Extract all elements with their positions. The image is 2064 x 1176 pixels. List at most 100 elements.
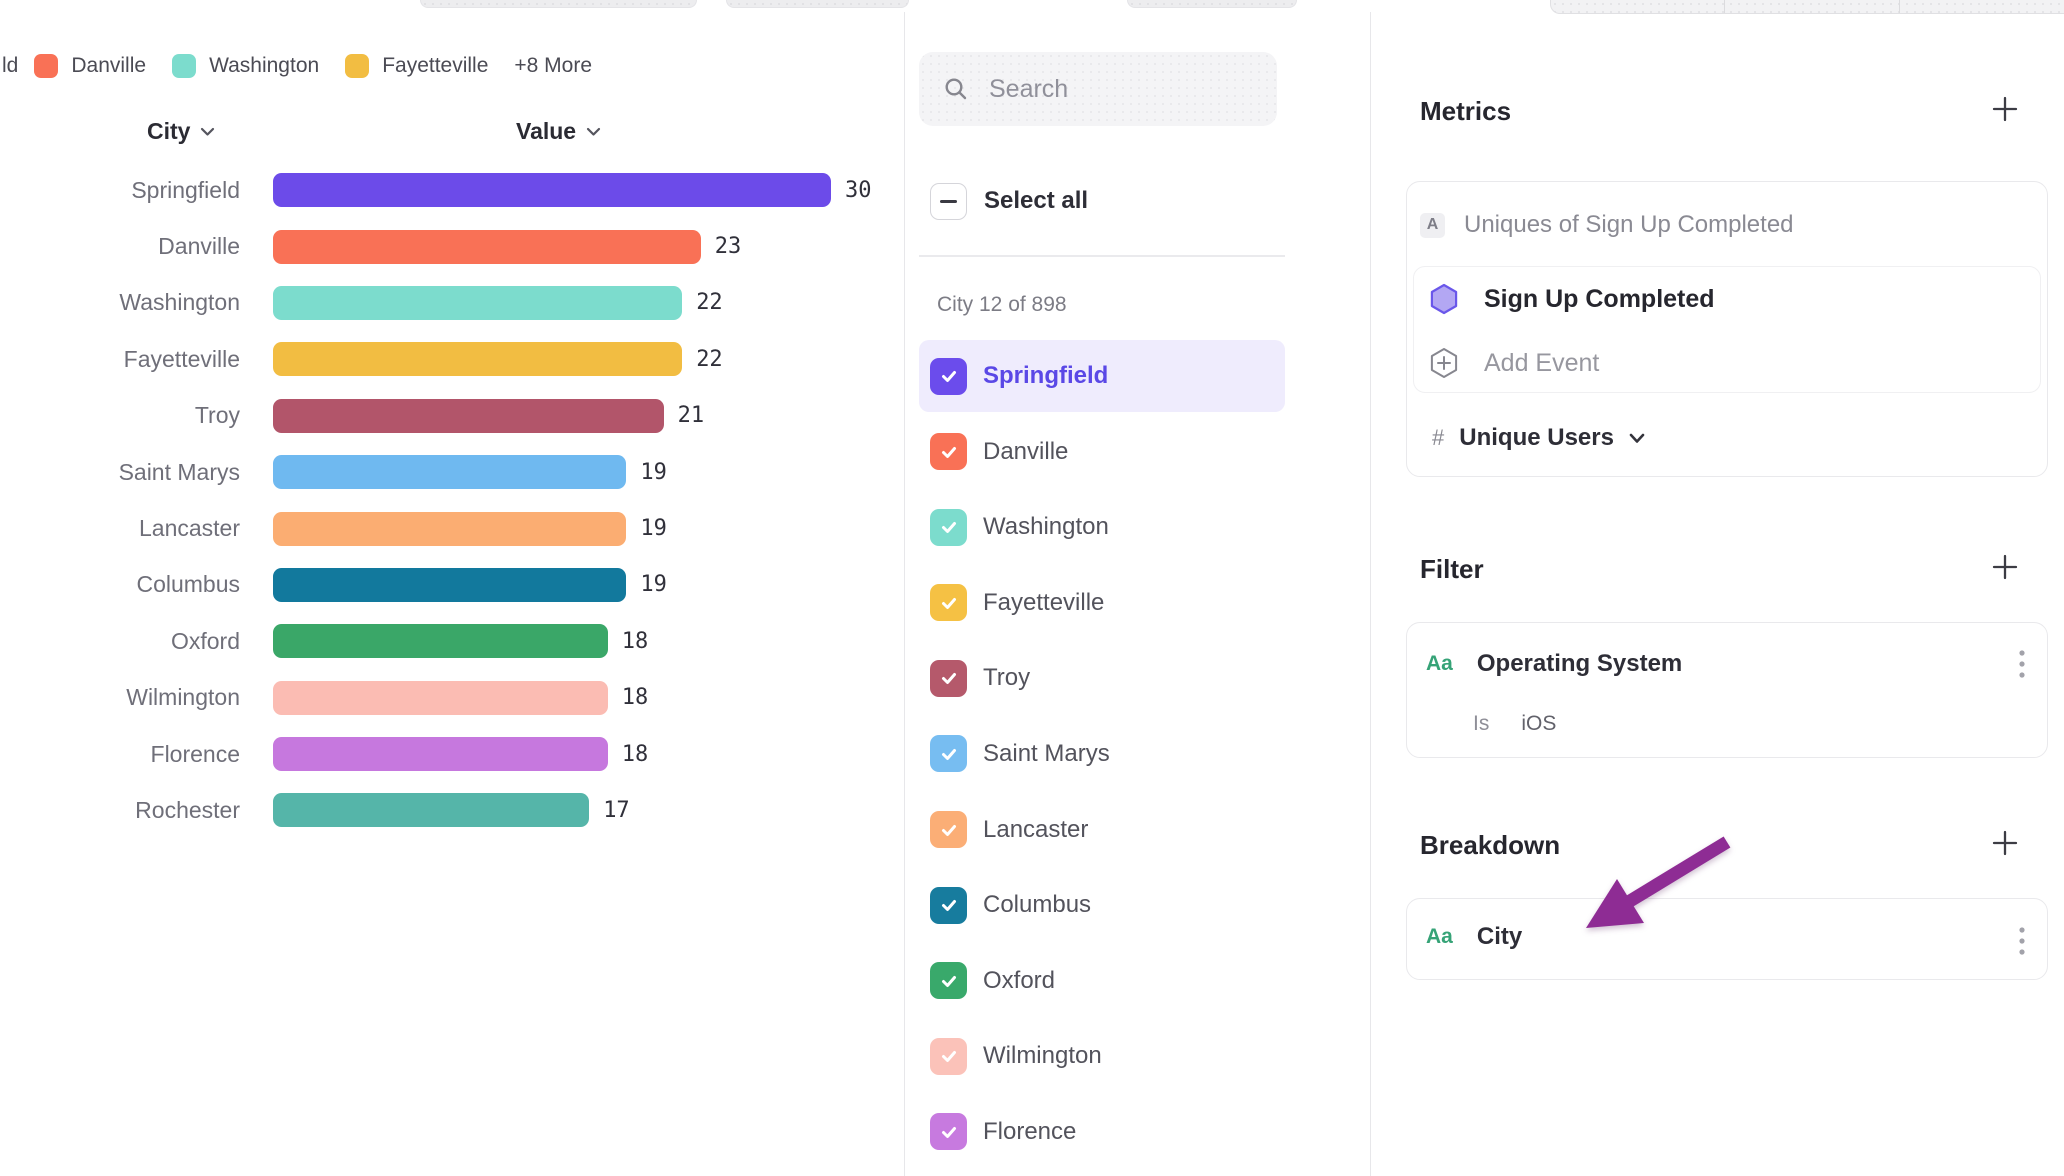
- search-input[interactable]: [987, 73, 1261, 105]
- add-event-row[interactable]: Add Event: [1429, 347, 1599, 379]
- panel-divider: [904, 12, 905, 1176]
- chevron-down-icon: [1629, 433, 1645, 443]
- chart-row: Rochester 17: [0, 782, 904, 838]
- select-all-label: Select all: [984, 187, 1089, 214]
- metric-summary-label: Uniques of Sign Up Completed: [1464, 211, 1794, 238]
- metric-summary-row[interactable]: A Uniques of Sign Up Completed: [1420, 211, 1794, 239]
- chart-bar-value: 22: [696, 290, 723, 316]
- city-list-item[interactable]: Washington: [919, 491, 1285, 563]
- city-checkbox[interactable]: [930, 962, 967, 1000]
- city-checkbox[interactable]: [930, 357, 967, 395]
- city-list-item[interactable]: Florence: [919, 1096, 1285, 1168]
- chart-bar[interactable]: [273, 342, 683, 377]
- select-all-row[interactable]: Select all: [919, 164, 1088, 238]
- filter-heading: Filter: [1420, 554, 1484, 584]
- city-list-item[interactable]: Columbus: [919, 869, 1285, 941]
- chart-bar[interactable]: [273, 737, 608, 772]
- chart-bar[interactable]: [273, 455, 627, 490]
- chart-bar[interactable]: [273, 793, 590, 828]
- legend-item[interactable]: Washington: [172, 54, 319, 78]
- legend-item[interactable]: Fayetteville: [345, 54, 488, 78]
- city-list-item-label: Fayetteville: [983, 588, 1105, 616]
- legend-item-label: Fayetteville: [382, 54, 489, 77]
- city-list-item-label: Wilmington: [983, 1042, 1102, 1070]
- legend-item-label: Danville: [71, 54, 147, 77]
- chart-row-label: Rochester: [135, 796, 240, 823]
- check-icon: [941, 1126, 956, 1138]
- chart-bar[interactable]: [273, 624, 608, 659]
- city-list-item[interactable]: Fayetteville: [919, 567, 1285, 639]
- chart-bar[interactable]: [273, 680, 608, 715]
- measurement-label: Unique Users: [1459, 424, 1614, 451]
- chart-bar[interactable]: [273, 511, 627, 546]
- check-icon: [941, 597, 956, 609]
- add-metric-button[interactable]: [1990, 94, 2020, 124]
- toolbar-chip: [420, 0, 697, 8]
- city-list-item[interactable]: Danville: [919, 416, 1285, 488]
- event-hexagon-icon: [1430, 283, 1458, 315]
- breakdown-property-row[interactable]: Aa City: [1426, 923, 1522, 951]
- legend-item[interactable]: Danville: [34, 54, 146, 78]
- chart-row: Washington 22: [0, 275, 904, 331]
- select-all-checkbox[interactable]: [930, 182, 967, 220]
- filter-property-row[interactable]: Aa Operating System: [1426, 650, 1682, 678]
- event-row[interactable]: Sign Up Completed: [1429, 283, 1715, 315]
- city-checkbox[interactable]: [930, 433, 967, 471]
- legend-more-label[interactable]: +8 More: [514, 54, 593, 77]
- city-checkbox[interactable]: [930, 1037, 967, 1075]
- plus-icon: [1992, 554, 2018, 580]
- filter-options-button[interactable]: [2019, 649, 2025, 682]
- filter-card: Aa Operating System Is iOS: [1406, 622, 2048, 758]
- city-list-item[interactable]: Troy: [919, 642, 1285, 714]
- add-breakdown-button[interactable]: [1990, 828, 2020, 858]
- chart-row: Oxford 18: [0, 613, 904, 669]
- city-checkbox[interactable]: [930, 1113, 967, 1151]
- chart-bar[interactable]: [273, 398, 664, 433]
- plus-icon: [1992, 830, 2018, 856]
- chart-bar[interactable]: [273, 285, 683, 320]
- bar-chart: Springfield 30 Danville 23 Washington 22 Fayet…: [0, 162, 904, 839]
- city-list-item[interactable]: Oxford: [919, 945, 1285, 1017]
- search-box[interactable]: [919, 52, 1277, 126]
- chart-bar[interactable]: [273, 229, 701, 264]
- column-header-value[interactable]: Value: [516, 118, 601, 145]
- city-list-item[interactable]: Wilmington: [919, 1020, 1285, 1092]
- kebab-menu-icon: [2019, 927, 2025, 955]
- chart-row-label: Danville: [158, 233, 240, 260]
- filter-property-name: Operating System: [1476, 650, 1683, 677]
- chart-row: Troy 21: [0, 388, 904, 444]
- chart-row-label: Springfield: [131, 176, 240, 203]
- measurement-selector[interactable]: # Unique Users: [1432, 424, 1645, 452]
- check-icon: [941, 446, 956, 458]
- city-checkbox[interactable]: [930, 508, 967, 546]
- city-checkbox[interactable]: [930, 811, 967, 849]
- city-list-item-label: Oxford: [983, 966, 1056, 994]
- kebab-menu-icon: [2019, 650, 2025, 678]
- column-header-city[interactable]: City: [147, 118, 215, 145]
- city-checkbox[interactable]: [930, 735, 967, 773]
- city-checkbox[interactable]: [930, 659, 967, 697]
- property-type-icon: Aa: [1426, 652, 1453, 675]
- chart-bar-value: 22: [696, 346, 723, 372]
- legend-item-truncated[interactable]: ld: [2, 54, 19, 77]
- chart-row: Danville 23: [0, 218, 904, 274]
- check-icon: [941, 522, 956, 534]
- check-icon: [941, 900, 956, 912]
- city-list-item[interactable]: Saint Marys: [919, 718, 1285, 790]
- city-list-item[interactable]: Springfield: [919, 340, 1285, 412]
- chart-row-label: Fayetteville: [123, 345, 240, 372]
- city-list-item[interactable]: Lancaster: [919, 794, 1285, 866]
- chart-row: Fayetteville 22: [0, 331, 904, 387]
- add-filter-button[interactable]: [1990, 552, 2020, 582]
- chart-bar-value: 30: [845, 177, 872, 203]
- city-checkbox[interactable]: [930, 584, 967, 622]
- chart-bar[interactable]: [273, 567, 627, 602]
- filter-condition-row[interactable]: Is iOS: [1473, 712, 1556, 736]
- breakdown-options-button[interactable]: [2019, 926, 2025, 959]
- chart-bar[interactable]: [273, 173, 831, 208]
- hash-icon: #: [1432, 425, 1445, 450]
- city-checkbox[interactable]: [930, 886, 967, 924]
- chart-bar-value: 19: [640, 516, 667, 542]
- chart-row-label: Troy: [194, 402, 240, 429]
- city-list-item-label: Danville: [983, 437, 1069, 465]
